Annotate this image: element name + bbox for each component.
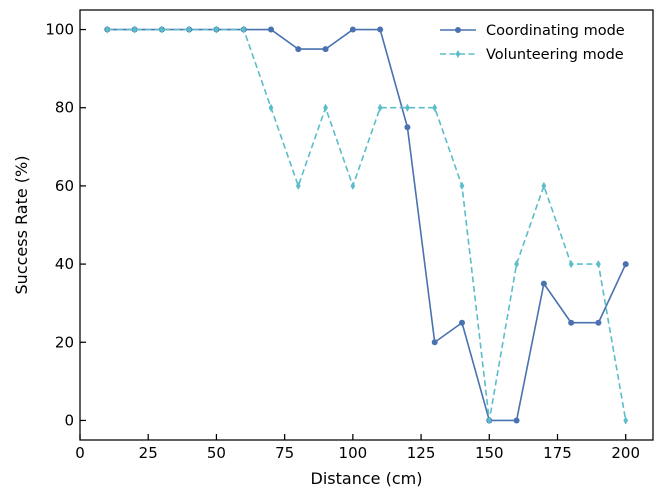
data-point (623, 416, 629, 425)
data-point (514, 260, 519, 269)
data-point (323, 103, 328, 112)
x-tick-label: 75 (275, 444, 294, 462)
data-point (295, 46, 302, 53)
y-tick-label: 100 (45, 21, 74, 39)
data-point (486, 416, 492, 425)
legend-label: Volunteering mode (486, 47, 624, 63)
x-axis-title: Distance (cm) (311, 469, 423, 488)
data-point (241, 25, 247, 34)
legend-marker (455, 27, 461, 33)
data-point (541, 181, 547, 190)
legend-marker (455, 50, 461, 58)
data-point (540, 280, 547, 287)
y-axis-ticks: 0 20 40 60 80 100 (45, 21, 86, 429)
y-tick-label: 40 (55, 255, 74, 273)
x-tick-label: 125 (407, 444, 436, 462)
legend-label: Coordinating mode (486, 23, 625, 39)
data-point (459, 319, 465, 326)
y-axis-title: Success Rate (%) (12, 156, 31, 295)
data-point (622, 261, 629, 268)
data-point (268, 103, 274, 112)
data-point (377, 103, 383, 112)
data-point (405, 103, 410, 112)
x-tick-label: 0 (75, 444, 85, 462)
data-point (459, 181, 465, 190)
data-point (104, 25, 110, 34)
plot-marks (104, 25, 629, 425)
data-point (568, 319, 575, 326)
data-point (349, 26, 356, 33)
legend-item: Volunteering mode (440, 47, 624, 63)
data-point (431, 339, 438, 346)
data-point (295, 181, 301, 190)
data-point (214, 25, 219, 34)
data-point (322, 46, 329, 53)
x-tick-label: 50 (207, 444, 226, 462)
y-tick-label: 0 (64, 411, 74, 429)
series-2 (104, 25, 629, 425)
x-tick-label: 200 (611, 444, 640, 462)
y-tick-label: 20 (55, 333, 74, 351)
data-point (159, 25, 165, 34)
x-tick-label: 150 (475, 444, 504, 462)
series-line (107, 28, 627, 422)
data-point (404, 124, 411, 131)
x-tick-label: 25 (139, 444, 158, 462)
data-point (132, 25, 137, 34)
x-tick-label: 175 (543, 444, 572, 462)
data-point (432, 103, 438, 112)
legend-item: Coordinating mode (440, 23, 625, 39)
legend: Coordinating mode Volunteering mode (440, 23, 625, 63)
series-1 (104, 26, 629, 424)
y-tick-label: 60 (55, 177, 74, 195)
data-point (350, 181, 356, 190)
data-point (596, 260, 601, 269)
series-line (107, 28, 627, 422)
data-point (377, 26, 384, 33)
plot-frame (79, 9, 654, 441)
x-tick-label: 100 (339, 444, 368, 462)
x-axis-ticks: 0 25 50 75 100 125 150 175 200 (75, 434, 640, 462)
data-point (513, 417, 520, 424)
data-point (595, 319, 602, 326)
data-point (186, 25, 192, 34)
data-point (268, 26, 274, 33)
data-point (568, 260, 574, 269)
y-tick-label: 80 (55, 99, 74, 117)
